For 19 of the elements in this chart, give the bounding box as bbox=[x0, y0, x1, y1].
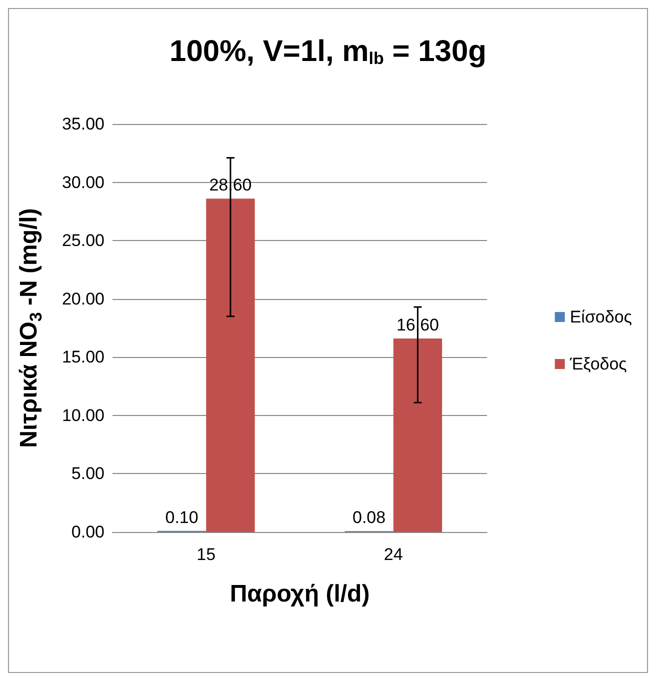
y-tick-label: 5.00 bbox=[71, 464, 104, 484]
x-tick-label: 15 bbox=[196, 545, 216, 564]
y-tick-label: 15.00 bbox=[62, 348, 104, 367]
y-tick-label: 20.00 bbox=[62, 289, 104, 308]
y-tick-label: 0.00 bbox=[71, 522, 104, 542]
data-label: 0.08 bbox=[352, 508, 386, 528]
bar bbox=[206, 198, 255, 532]
y-tick-label: 35.00 bbox=[62, 114, 104, 134]
data-label: 0.10 bbox=[165, 508, 198, 527]
y-tick-label: 10.00 bbox=[62, 406, 104, 425]
y-axis-title: Νιτρικά NO3 -N (mg/l) bbox=[16, 208, 46, 448]
legend-label: Είσοδος bbox=[570, 308, 632, 326]
y-tick-label: 30.00 bbox=[62, 172, 104, 192]
x-tick-label: 24 bbox=[384, 545, 403, 564]
chart-title: 100%, V=1l, mlb = 130g bbox=[170, 35, 486, 68]
legend-label: Έξοδος bbox=[568, 354, 627, 374]
bar bbox=[393, 338, 442, 532]
y-tick-label: 25.00 bbox=[62, 231, 104, 250]
x-axis-title: Παροχή (l/d) bbox=[230, 580, 370, 608]
